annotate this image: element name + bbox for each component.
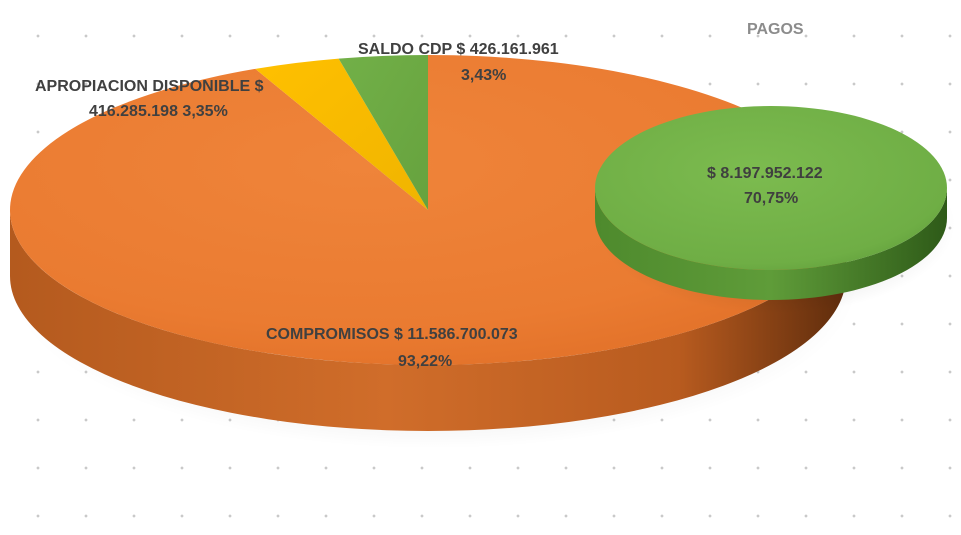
data-label-apropiacion-disponible-value: 416.285.198 3,35% xyxy=(89,103,228,120)
data-label-apropiacion-disponible: APROPIACION DISPONIBLE $ xyxy=(35,78,264,95)
pie-slice-saldo-cdp xyxy=(338,55,428,210)
pie-slice-pagos xyxy=(595,106,947,270)
pagos-pie-side-wall xyxy=(595,188,947,300)
data-label-saldo-cdp: SALDO CDP $ 426.161.961 xyxy=(358,41,559,58)
data-label-pagos-value: $ 8.197.952.122 xyxy=(707,165,823,182)
pagos-title: PAGOS xyxy=(747,21,804,38)
data-label-pagos-percent: 70,75% xyxy=(744,190,798,207)
main-pie-side-wall xyxy=(10,210,846,431)
data-label-compromisos-percent: 93,22% xyxy=(398,353,452,370)
pagos-pie xyxy=(595,106,955,314)
data-label-compromisos: COMPROMISOS $ 11.586.700.073 xyxy=(266,326,518,343)
main-pie-slices xyxy=(9,55,847,365)
pie-slice-apropiacion-disponible xyxy=(255,58,428,210)
data-label-saldo-cdp-percent: 3,43% xyxy=(461,67,506,84)
